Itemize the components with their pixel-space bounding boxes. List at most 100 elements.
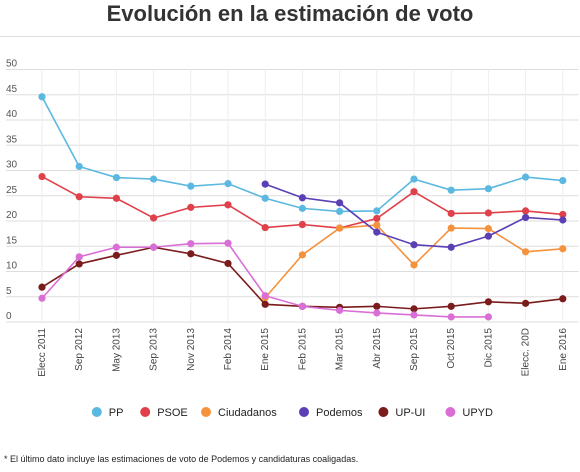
data-point-pp: [559, 177, 567, 185]
data-point-upyd: [447, 313, 455, 321]
data-point-upyd: [298, 302, 306, 310]
legend-item-up-ui: UP-UI: [378, 407, 425, 419]
data-point-psoe: [484, 209, 492, 217]
data-point-up-ui: [75, 260, 83, 268]
data-point-pp: [447, 186, 455, 194]
y-tick-label: 35: [6, 134, 18, 145]
x-tick-label: Ene 2015: [260, 328, 271, 371]
data-point-pp: [150, 175, 158, 183]
data-point-upyd: [261, 292, 269, 300]
legend-marker-ciudadanos: [201, 407, 211, 417]
data-point-up-ui: [447, 302, 455, 310]
y-tick-label: 10: [6, 261, 18, 272]
data-point-upyd: [336, 306, 344, 314]
data-point-pp: [75, 162, 83, 171]
data-point-upyd: [187, 240, 195, 248]
data-point-ciudadanos: [559, 245, 567, 253]
x-tick-label: Sep 2013: [149, 328, 160, 371]
line-chart: 0 5 10 15 20 25 30 35 40 45 50 Elecc 2011 Sep 2012 M…: [6, 59, 579, 419]
legend-label-upyd: UPYD: [462, 407, 493, 419]
legend-marker-upyd: [445, 407, 456, 417]
grid-lines: [6, 69, 579, 323]
data-point-pp: [187, 182, 195, 190]
data-point-up-ui: [522, 299, 530, 307]
data-point-psoe: [38, 172, 46, 181]
data-point-upyd: [75, 253, 83, 261]
footnote: * El último dato incluye las estimacione…: [4, 454, 359, 464]
data-point-up-ui: [261, 300, 269, 308]
data-point-up-ui: [559, 295, 567, 303]
x-tick-label: May 2013: [111, 328, 122, 372]
data-point-ciudadanos: [410, 261, 418, 269]
data-point-podemos: [484, 232, 492, 240]
chart-title: Evolución en la estimación de voto: [106, 1, 474, 26]
legend-marker-up-ui: [378, 407, 389, 417]
data-point-psoe: [559, 210, 567, 219]
data-point-ciudadanos: [447, 224, 455, 232]
legend-item-podemos: Podemos: [299, 407, 363, 419]
data-point-upyd: [38, 294, 46, 302]
x-tick-label: Feb 2014: [223, 328, 234, 371]
x-tick-label: Mar 2015: [335, 328, 346, 371]
data-point-up-ui: [187, 250, 195, 258]
data-point-podemos: [410, 241, 418, 249]
x-axis-ticks: Elecc 2011 Sep 2012 May 2013 Sep 2013 Nov 20…: [37, 328, 569, 377]
data-point-podemos: [522, 213, 530, 222]
data-point-up-ui: [38, 283, 46, 291]
data-point-psoe: [373, 214, 381, 223]
data-point-upyd: [150, 243, 158, 251]
data-point-upyd: [373, 309, 381, 317]
x-tick-label: Elecc. 20D: [521, 328, 532, 376]
data-point-podemos: [447, 243, 455, 251]
data-point-pp: [38, 93, 46, 101]
y-tick-label: 25: [6, 185, 18, 196]
y-tick-label: 20: [6, 210, 18, 221]
x-tick-label: Nov 2013: [186, 328, 197, 371]
data-point-pp: [336, 207, 344, 216]
y-tick-label: 15: [6, 235, 18, 246]
data-point-psoe: [150, 214, 158, 222]
legend-label-podemos: Podemos: [316, 407, 363, 419]
data-point-pp: [484, 185, 492, 193]
data-point-psoe: [410, 188, 418, 196]
y-tick-label: 45: [6, 84, 18, 95]
y-tick-label: 30: [6, 160, 18, 171]
data-point-psoe: [224, 201, 232, 209]
legend: PP PSOE Ciudadanos Podemos UP-UI UPYD: [91, 407, 493, 419]
y-tick-label: 0: [6, 311, 12, 322]
legend-item-psoe: PSOE: [140, 407, 188, 419]
y-tick-label: 40: [6, 109, 18, 120]
data-point-podemos: [373, 228, 381, 236]
legend-marker-psoe: [140, 407, 151, 417]
data-point-pp: [522, 173, 530, 181]
data-point-pp: [373, 207, 381, 215]
data-point-ciudadanos: [484, 224, 492, 233]
data-point-ciudadanos: [373, 221, 381, 229]
data-point-up-ui: [112, 251, 120, 259]
legend-item-pp: PP: [91, 407, 124, 419]
data-point-ciudadanos: [522, 248, 530, 256]
x-tick-label: Sep 2012: [74, 328, 85, 371]
data-point-upyd: [410, 311, 418, 319]
data-point-podemos: [298, 194, 306, 202]
series-points: [38, 93, 567, 321]
data-point-ciudadanos: [298, 251, 306, 259]
legend-item-upyd: UPYD: [445, 407, 493, 419]
x-tick-label: Abr 2015: [372, 328, 383, 369]
legend-item-ciudadanos: Ciudadanos: [201, 407, 277, 419]
legend-marker-pp: [91, 407, 102, 417]
data-point-psoe: [112, 194, 120, 202]
x-tick-label: Sep 2015: [409, 328, 420, 371]
data-point-podemos: [559, 216, 567, 224]
legend-label-psoe: PSOE: [157, 407, 188, 419]
data-point-up-ui: [484, 298, 492, 306]
legend-label-up-ui: UP-UI: [395, 407, 425, 419]
data-point-up-ui: [224, 259, 232, 268]
x-tick-label: Oct 2015: [446, 328, 457, 369]
legend-label-pp: PP: [109, 407, 124, 419]
data-point-psoe: [187, 203, 195, 211]
data-point-up-ui: [373, 302, 381, 310]
y-axis-ticks: 0 5 10 15 20 25 30 35 40 45 50: [6, 59, 18, 323]
x-tick-label: Dic 2015: [483, 328, 494, 368]
data-point-ciudadanos: [336, 224, 344, 232]
